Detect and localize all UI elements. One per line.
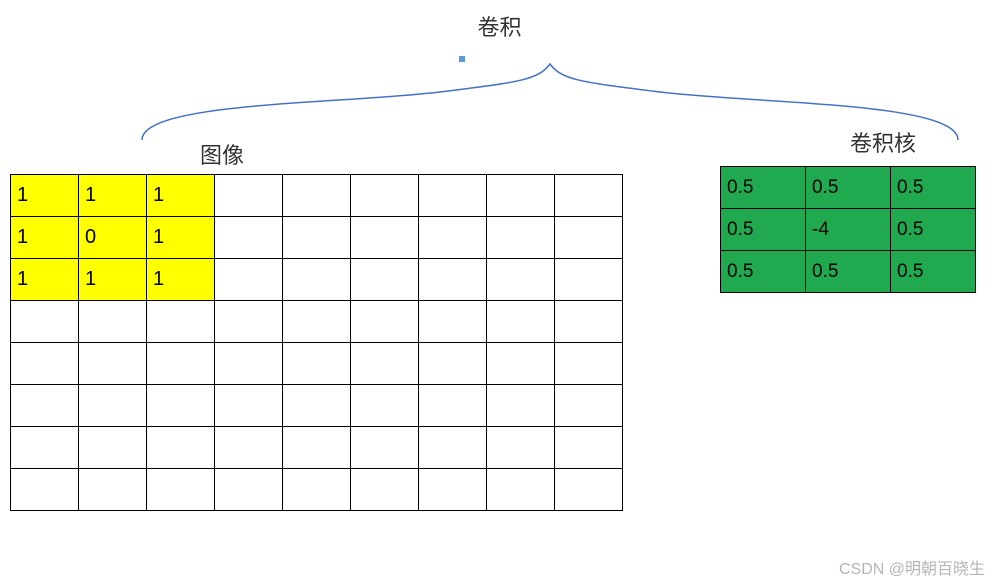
image-cell	[11, 385, 79, 427]
image-cell: 1	[79, 259, 147, 301]
kernel-cell: -4	[806, 209, 891, 251]
watermark: CSDN @明朝百晓生	[839, 555, 985, 579]
image-cell: 1	[147, 217, 215, 259]
image-cell	[283, 301, 351, 343]
image-cell	[283, 175, 351, 217]
image-cell	[351, 343, 419, 385]
image-cell	[215, 259, 283, 301]
image-cell	[419, 301, 487, 343]
image-cell	[283, 217, 351, 259]
image-cell	[147, 343, 215, 385]
image-cell	[351, 301, 419, 343]
image-cell	[351, 175, 419, 217]
image-cell	[147, 385, 215, 427]
image-cell	[487, 259, 555, 301]
image-cell	[487, 343, 555, 385]
image-cell	[283, 343, 351, 385]
image-cell	[487, 427, 555, 469]
image-cell	[487, 217, 555, 259]
image-label: 图像	[200, 138, 244, 170]
image-cell	[351, 427, 419, 469]
image-grid: 111101111	[10, 174, 623, 511]
image-cell	[419, 217, 487, 259]
image-cell	[11, 469, 79, 511]
image-cell	[351, 385, 419, 427]
image-cell	[487, 301, 555, 343]
image-cell	[79, 427, 147, 469]
kernel-label: 卷积核	[850, 126, 916, 158]
brace-connector	[140, 62, 960, 142]
image-cell	[283, 259, 351, 301]
image-cell	[283, 385, 351, 427]
image-cell	[79, 469, 147, 511]
image-cell	[215, 469, 283, 511]
image-cell	[487, 469, 555, 511]
image-cell: 1	[147, 175, 215, 217]
image-cell	[555, 469, 623, 511]
image-cell	[555, 175, 623, 217]
image-cell	[79, 301, 147, 343]
image-cell	[419, 259, 487, 301]
image-cell	[419, 469, 487, 511]
kernel-cell: 0.5	[721, 167, 806, 209]
image-cell: 1	[147, 259, 215, 301]
kernel-cell: 0.5	[891, 209, 976, 251]
image-cell	[11, 301, 79, 343]
image-cell	[11, 427, 79, 469]
image-cell	[147, 469, 215, 511]
image-cell	[419, 343, 487, 385]
kernel-grid: 0.50.50.50.5-40.50.50.50.5	[720, 166, 976, 293]
image-cell	[147, 427, 215, 469]
image-cell: 1	[11, 259, 79, 301]
image-cell	[215, 427, 283, 469]
image-cell	[283, 427, 351, 469]
image-cell	[11, 343, 79, 385]
kernel-cell: 0.5	[891, 167, 976, 209]
image-cell: 1	[11, 175, 79, 217]
image-cell: 1	[11, 217, 79, 259]
image-cell	[351, 217, 419, 259]
image-cell	[79, 385, 147, 427]
kernel-cell: 0.5	[721, 209, 806, 251]
image-cell	[351, 259, 419, 301]
image-cell	[487, 175, 555, 217]
kernel-cell: 0.5	[806, 167, 891, 209]
image-cell: 1	[79, 175, 147, 217]
image-cell	[283, 469, 351, 511]
image-cell	[215, 343, 283, 385]
image-cell	[215, 301, 283, 343]
image-cell	[555, 427, 623, 469]
image-cell	[487, 385, 555, 427]
image-cell	[351, 469, 419, 511]
image-cell	[215, 217, 283, 259]
image-cell	[419, 175, 487, 217]
kernel-cell: 0.5	[806, 251, 891, 293]
kernel-cell: 0.5	[721, 251, 806, 293]
image-cell: 0	[79, 217, 147, 259]
image-cell	[555, 217, 623, 259]
image-cell	[555, 301, 623, 343]
image-cell	[419, 385, 487, 427]
image-cell	[215, 175, 283, 217]
image-cell	[555, 343, 623, 385]
image-cell	[79, 343, 147, 385]
image-cell	[147, 301, 215, 343]
kernel-cell: 0.5	[891, 251, 976, 293]
image-cell	[555, 259, 623, 301]
page-title: 卷积	[0, 10, 999, 42]
image-cell	[215, 385, 283, 427]
image-cell	[555, 385, 623, 427]
image-cell	[419, 427, 487, 469]
